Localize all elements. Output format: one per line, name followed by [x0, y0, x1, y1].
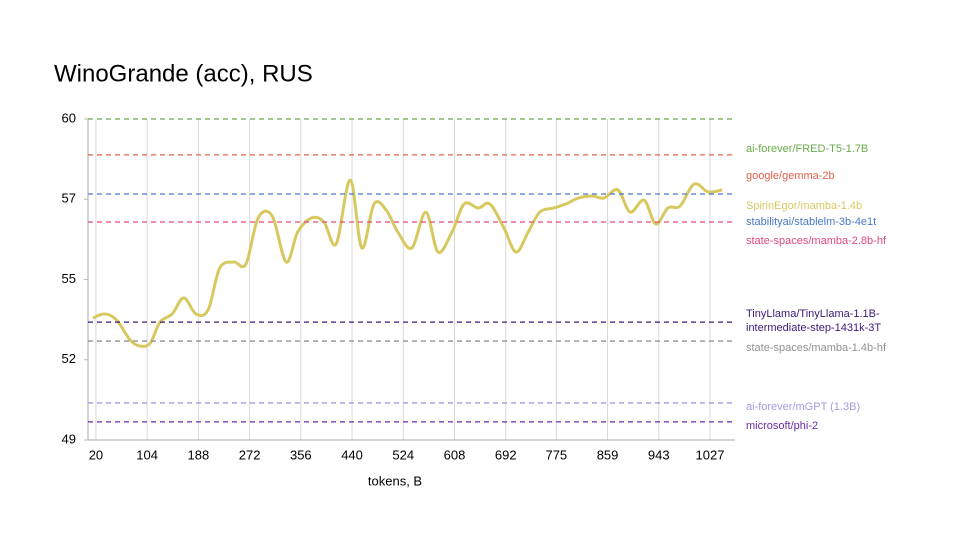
x-tick-label: 20: [89, 447, 103, 462]
y-tick-label: 60: [62, 110, 76, 125]
legend-entry: stabilityai/stablelm-3b-4e1t: [746, 216, 877, 228]
x-tick-label: 608: [444, 447, 466, 462]
y-tick-label: 55: [62, 271, 76, 286]
y-tick-label: 49: [62, 431, 76, 446]
legend-entry: ai-forever/mGPT (1.3B): [746, 401, 861, 413]
y-tick-label: 52: [62, 351, 76, 366]
legend-entry: state-spaces/mamba-2.8b-hf: [746, 235, 887, 247]
x-tick-label: 104: [136, 447, 158, 462]
x-axis-label: tokens, B: [368, 473, 422, 488]
legend-entry: TinyLlama/TinyLlama-1.1B-intermediate-st…: [746, 308, 882, 334]
legend-entry: google/gemma-2b: [746, 170, 835, 182]
x-tick-label: 943: [648, 447, 670, 462]
x-tick-label: 524: [392, 447, 414, 462]
x-tick-label: 272: [239, 447, 261, 462]
x-tick-label: 356: [290, 447, 312, 462]
x-tick-label: 188: [188, 447, 210, 462]
x-tick-label: 859: [597, 447, 619, 462]
data-line: [92, 178, 723, 348]
legend-entry: state-spaces/mamba-1.4b-hf: [746, 342, 887, 354]
chart-title: WinoGrande (acc), RUS: [54, 60, 313, 87]
x-tick-label: 692: [495, 447, 517, 462]
legend-entry: SpirinEgor/mamba-1.4b: [746, 200, 863, 212]
x-tick-label: 1027: [696, 447, 725, 462]
x-tick-label: 440: [341, 447, 363, 462]
legend-entry: microsoft/phi-2: [746, 420, 819, 432]
x-tick-label: 775: [545, 447, 567, 462]
legend-entry: ai-forever/FRED-T5-1.7B: [746, 143, 869, 155]
y-tick-label: 57: [62, 191, 76, 206]
